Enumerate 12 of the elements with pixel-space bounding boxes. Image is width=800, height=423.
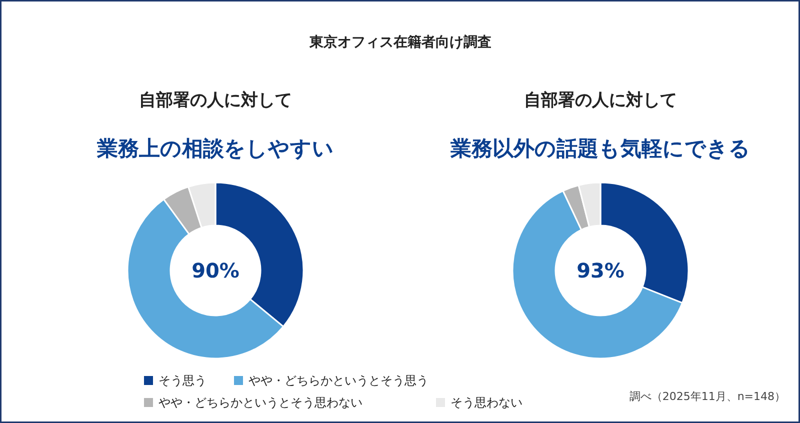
chart-subtitle: 自部署の人に対して xyxy=(139,90,292,110)
legend-label: そう思わない xyxy=(450,396,522,410)
legend-label: そう思う xyxy=(158,374,206,388)
chart-title: 業務上の相談をしやすい xyxy=(96,136,334,160)
text: 93% xyxy=(576,258,624,282)
legend-label: やや・どちらかというとそう思う xyxy=(248,374,428,388)
chart-title: 業務以外の話題も気軽にできる xyxy=(450,136,750,160)
text: 東京オフィス在籍者向け調査 xyxy=(308,34,492,50)
text: 90% xyxy=(192,258,240,282)
legend-label: やや・どちらかというとそう思わない xyxy=(158,396,362,410)
chart-subtitle: 自部署の人に対して xyxy=(524,90,677,110)
text: 調べ（2025年11月、n=148） xyxy=(629,390,786,403)
